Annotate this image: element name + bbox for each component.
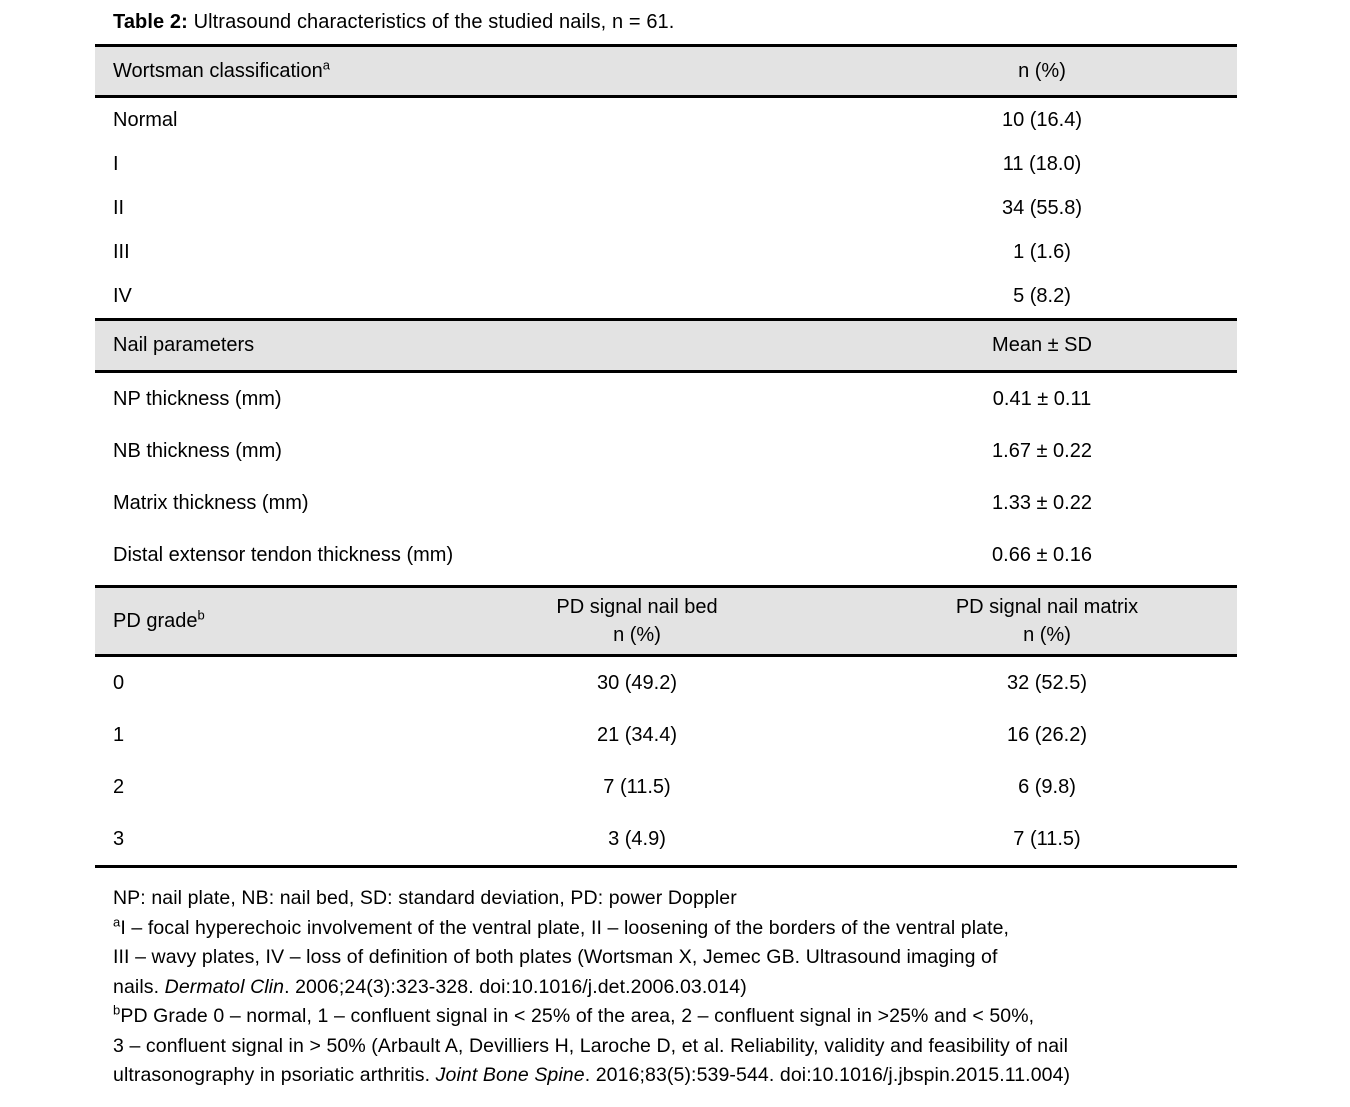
pd-signal-nail-bed-unit: n (%)	[613, 624, 661, 646]
pd-grade-header-col2: PD signal nail bed n (%)	[417, 593, 857, 649]
row-label: 3	[113, 827, 125, 850]
footnote-b-line1: bPD Grade 0 – normal, 1 – confluent sign…	[113, 1002, 1237, 1032]
footnote-a-line2: III – wavy plates, IV – loss of definiti…	[113, 946, 998, 968]
footnote-b-line3-post: . 2016;83(5):539-544. doi:10.1016/j.jbsp…	[584, 1064, 1071, 1086]
footnote-a-line1-text: I – focal hyperechoic involvement of the…	[120, 916, 1010, 939]
row-label: III	[113, 240, 130, 263]
row-value: 1.67 ± 0.22	[992, 439, 1092, 462]
row-label: II	[113, 196, 125, 219]
table-caption-label: Table 2:	[113, 11, 188, 33]
row-value-nail-matrix: 6 (9.8)	[1018, 775, 1076, 798]
footnote-b-line3: ultrasonography in psoriatic arthritis. …	[113, 1061, 1237, 1091]
nail-parameters-header-col2: Mean ± SD	[992, 334, 1092, 356]
row-value: 5 (8.2)	[1013, 284, 1071, 307]
row-label: IV	[113, 284, 132, 307]
row-value: 1 (1.6)	[1013, 240, 1071, 263]
wortsman-header-col2: n (%)	[1018, 59, 1066, 82]
table-row: Distal extensor tendon thickness (mm) 0.…	[95, 529, 1237, 581]
row-label: I	[113, 152, 119, 175]
table-row: NP thickness (mm) 0.41 ± 0.11	[95, 373, 1237, 425]
table-row: IV 5 (8.2)	[95, 274, 1237, 318]
journal-name-joint-bone-spine: Joint Bone Spine	[435, 1064, 585, 1086]
table-row: III 1 (1.6)	[95, 230, 1237, 274]
wortsman-header-label: Wortsman classification	[113, 59, 323, 82]
nail-parameters-rows: NP thickness (mm) 0.41 ± 0.11 NB thickne…	[95, 373, 1237, 585]
pd-signal-nail-matrix-label: PD signal nail matrix	[955, 596, 1139, 618]
pd-signal-nail-bed-label: PD signal nail bed	[556, 596, 718, 618]
row-label: NB thickness (mm)	[113, 439, 282, 462]
table-row: 2 7 (11.5) 6 (9.8)	[95, 761, 1237, 813]
pd-grade-footnote-marker-b: b	[197, 607, 205, 623]
row-label: Normal	[113, 108, 178, 131]
wortsman-header-row: Wortsman classificationa n (%)	[95, 44, 1237, 98]
row-value: 10 (16.4)	[1001, 108, 1083, 131]
nail-parameters-header-row: Nail parameters Mean ± SD	[95, 318, 1237, 373]
row-label: 2	[113, 775, 125, 798]
table-row: NB thickness (mm) 1.67 ± 0.22	[95, 425, 1237, 477]
pd-grade-header-row: PD gradeb PD signal nail bed n (%) PD si…	[95, 585, 1237, 657]
wortsman-footnote-marker-a: a	[322, 56, 330, 72]
footnote-abbreviations: NP: nail plate, NB: nail bed, SD: standa…	[113, 887, 737, 909]
footnote-a-line1: aI – focal hyperechoic involvement of th…	[113, 914, 1237, 944]
table-row: Normal 10 (16.4)	[95, 98, 1237, 142]
row-label: Distal extensor tendon thickness (mm)	[113, 543, 454, 566]
row-label: 0	[113, 671, 125, 694]
row-value: 0.66 ± 0.16	[992, 543, 1092, 566]
footnote-b-line2: 3 – confluent signal in > 50% (Arbault A…	[113, 1034, 1069, 1057]
table-footnotes: NP: nail plate, NB: nail bed, SD: standa…	[95, 884, 1237, 1091]
table-2-figure: Table 2: Ultrasound characteristics of t…	[95, 0, 1237, 1091]
row-value: 0.41 ± 0.11	[992, 387, 1092, 410]
footnote-marker-b: b	[113, 1002, 121, 1018]
table-row: Matrix thickness (mm) 1.33 ± 0.22	[95, 477, 1237, 529]
pd-grade-header-col3: PD signal nail matrix n (%)	[857, 593, 1237, 649]
nail-parameters-header-col1: Nail parameters	[113, 334, 255, 356]
footnote-a-line3-post: . 2006;24(3):323-328. doi:10.1016/j.det.…	[284, 975, 747, 998]
row-value: 1.33 ± 0.22	[992, 491, 1092, 514]
table-caption: Table 2: Ultrasound characteristics of t…	[113, 11, 1237, 34]
wortsman-rows: Normal 10 (16.4) I 11 (18.0) II 34 (55.8…	[95, 98, 1237, 318]
row-value-nail-matrix: 16 (26.2)	[1006, 723, 1088, 746]
row-value-nail-bed: 3 (4.9)	[608, 827, 666, 850]
table-row: 1 21 (34.4) 16 (26.2)	[95, 709, 1237, 761]
table-row: 0 30 (49.2) 32 (52.5)	[95, 657, 1237, 709]
row-label: Matrix thickness (mm)	[113, 491, 309, 514]
table-row: I 11 (18.0)	[95, 142, 1237, 186]
pd-grade-rows: 0 30 (49.2) 32 (52.5) 1 21 (34.4) 16 (26…	[95, 657, 1237, 868]
footnote-marker-a: a	[113, 914, 121, 929]
row-value: 11 (18.0)	[1002, 152, 1082, 175]
table-caption-text: Ultrasound characteristics of the studie…	[187, 11, 675, 33]
pd-signal-nail-matrix-unit: n (%)	[1023, 624, 1071, 646]
footnote-b-line1-text: PD Grade 0 – normal, 1 – confluent signa…	[120, 1005, 1035, 1027]
footnote-a-line3: nails. Dermatol Clin. 2006;24(3):323-328…	[113, 973, 1237, 1003]
row-value-nail-bed: 21 (34.4)	[596, 723, 678, 746]
row-value: 34 (55.8)	[1001, 196, 1083, 219]
row-value-nail-bed: 30 (49.2)	[596, 671, 678, 694]
row-value-nail-matrix: 7 (11.5)	[1013, 827, 1081, 850]
footnote-b-line3-pre: ultrasonography in psoriatic arthritis.	[113, 1064, 436, 1086]
wortsman-header-col1: Wortsman classificationa	[95, 56, 847, 83]
table-row: 3 3 (4.9) 7 (11.5)	[95, 813, 1237, 865]
row-label: 1	[113, 723, 125, 746]
row-value-nail-bed: 7 (11.5)	[603, 775, 671, 798]
table-row: II 34 (55.8)	[95, 186, 1237, 230]
pd-grade-header-label: PD grade	[113, 610, 198, 632]
row-label: NP thickness (mm)	[113, 387, 282, 410]
pd-grade-header-col1: PD gradeb	[95, 607, 417, 635]
row-value-nail-matrix: 32 (52.5)	[1006, 671, 1088, 694]
journal-name-dermatol-clin: Dermatol Clin	[164, 975, 285, 998]
footnote-a-line3-pre: nails.	[113, 975, 165, 998]
